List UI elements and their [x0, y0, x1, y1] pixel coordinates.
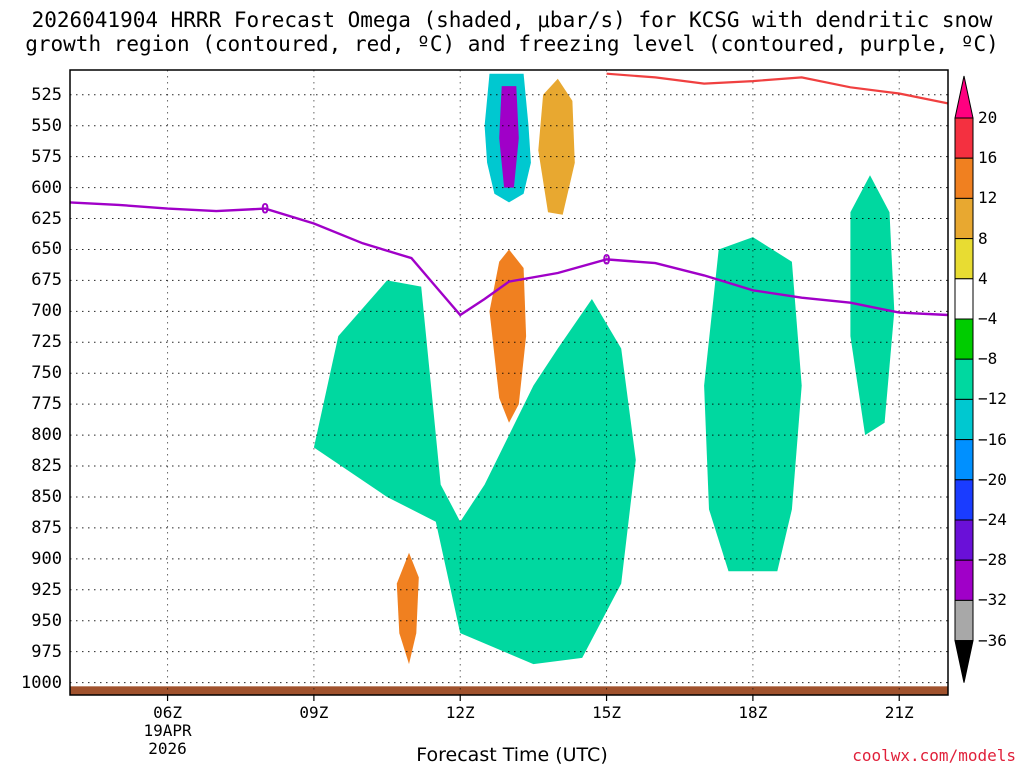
omega-region-ascent-low-band — [143, 534, 948, 683]
x-tick-label-21Z: 21Z — [884, 703, 914, 722]
chart-title-line-1: 2026041904 HRRR Forecast Omega (shaded, … — [31, 8, 993, 32]
colorbar-label-7: −12 — [978, 389, 1007, 409]
colorbar-label-12: −32 — [978, 590, 1007, 610]
y-tick-label-550: 550 — [31, 115, 62, 136]
x-tick-label-09Z: 09Z — [299, 703, 329, 722]
colorbar-label-8: −16 — [978, 429, 1007, 449]
omega-region-ascent-11z-low — [396, 552, 419, 665]
y-tick-label-975: 975 — [31, 641, 62, 662]
colorbar-swatch-6 — [954, 318, 974, 360]
y-tick-label-875: 875 — [31, 517, 62, 538]
chart-title-line-2: growth region (contoured, red, ºC) and f… — [25, 32, 999, 56]
freezing-level-line — [70, 201, 948, 317]
colorbar-swatch-10 — [954, 479, 974, 521]
source-credit: coolwx.com/models — [852, 746, 1016, 765]
plot-frame — [69, 69, 949, 696]
y-tick-label-850: 850 — [31, 486, 62, 507]
omega-region-descent-mid-lower — [313, 280, 636, 665]
colorbar-label-2: 12 — [978, 188, 998, 208]
x-year-label: 2026 — [148, 739, 187, 758]
y-tick-label-525: 525 — [31, 84, 62, 105]
colorbar-label-3: 8 — [978, 228, 988, 248]
colorbar-label-5: −4 — [978, 309, 998, 328]
colorbar-swatch-7 — [954, 358, 974, 400]
x-tick-label-12Z: 12Z — [445, 703, 475, 722]
contour-lines-layer: 00 — [70, 72, 948, 317]
y-tick-label-1000: 1000 — [21, 672, 62, 693]
colorbar-min-triangle — [954, 640, 974, 683]
colorbar-swatch-12 — [954, 559, 974, 601]
y-tick-label-625: 625 — [31, 208, 62, 229]
colorbar — [954, 75, 974, 683]
colorbar-swatch-4 — [954, 238, 974, 280]
colorbar-swatch-1 — [954, 117, 974, 159]
omega-region-ascent-14z-upper — [538, 78, 575, 215]
colorbar-label-1: 16 — [978, 148, 998, 168]
x-axis-title: Forecast Time (UTC) — [416, 744, 608, 766]
omega-region-descent-18z-col — [704, 237, 802, 572]
colorbar-label-10: −24 — [978, 510, 1007, 529]
colorbar-swatch-2 — [954, 157, 974, 199]
omega-region-descent-col-13z-core — [499, 86, 519, 188]
colorbar-swatch-9 — [954, 439, 974, 481]
freezing-level-label-2: 0 — [602, 252, 610, 268]
y-tick-label-600: 600 — [31, 177, 62, 198]
y-tick-label-800: 800 — [31, 425, 62, 446]
y-tick-label-725: 725 — [31, 332, 62, 353]
y-tick-label-825: 825 — [31, 456, 62, 477]
colorbar-label-6: −8 — [978, 349, 998, 369]
y-tick-label-675: 675 — [31, 270, 62, 291]
ground-strip — [70, 686, 948, 695]
colorbar-label-9: −20 — [978, 469, 1007, 489]
colorbar-max-triangle — [954, 75, 974, 119]
colorbar-label-11: −28 — [978, 550, 1007, 570]
omega-region-descent-20z-col — [850, 175, 895, 436]
x-tick-label-15Z: 15Z — [592, 703, 621, 722]
colorbar-swatch-3 — [954, 197, 974, 240]
y-tick-label-650: 650 — [31, 239, 62, 260]
colorbar-label-4: 4 — [978, 268, 988, 288]
omega-shading-layer — [70, 73, 948, 695]
y-tick-label-925: 925 — [31, 579, 62, 600]
colorbar-swatch-11 — [954, 519, 974, 561]
colorbar-swatch-13 — [954, 599, 974, 642]
colorbar-swatch-5 — [954, 278, 974, 320]
freezing-level-label-1: 0 — [261, 202, 269, 218]
x-tick-label-18Z: 18Z — [738, 703, 768, 722]
y-tick-label-700: 700 — [31, 301, 62, 322]
y-tick-label-775: 775 — [31, 394, 62, 415]
x-tick-label-06Z: 06Z — [153, 703, 182, 722]
y-tick-label-900: 900 — [31, 548, 62, 569]
y-tick-label-950: 950 — [31, 610, 62, 631]
colorbar-label-0: 20 — [978, 108, 998, 127]
y-tick-label-750: 750 — [31, 363, 62, 384]
y-tick-label-575: 575 — [31, 146, 62, 167]
dgz-contour-line — [606, 72, 948, 105]
colorbar-swatch-8 — [954, 398, 974, 441]
omega-region-ascent-13z-mid — [489, 249, 527, 423]
colorbar-label-13: −36 — [978, 630, 1007, 650]
x-date-label: 19APR — [143, 721, 192, 740]
